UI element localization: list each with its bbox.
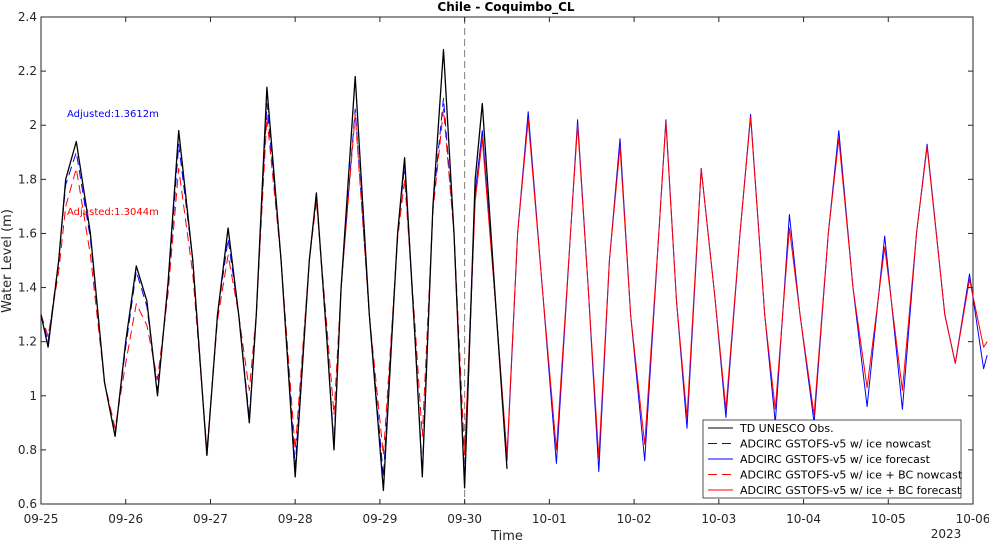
legend-box xyxy=(702,419,962,499)
plot-frame xyxy=(40,16,974,505)
annotation-adjusted-blue: Adjusted:1.3612m xyxy=(67,109,159,120)
legend-label: ADCIRC GSTOFS-v5 w/ ice + BC nowcast xyxy=(740,469,963,482)
y-tick-label: 0.8 xyxy=(18,443,37,457)
x-tick-label: 09-26 xyxy=(108,512,143,526)
annotation-adjusted-red: Adjusted:1.3044m xyxy=(67,207,159,218)
y-tick-label: 1.2 xyxy=(18,335,37,349)
x-tick-label: 09-28 xyxy=(278,512,313,526)
series-layer xyxy=(40,48,988,492)
series-line-1 xyxy=(40,97,466,483)
y-tick-label: 2.4 xyxy=(18,10,37,24)
x-tick-label: 10-06 xyxy=(956,512,989,526)
x-axis: 09-25 09-26 09-27 09-28 09-29 09-30 10-01 10-02… xyxy=(24,17,989,526)
y-tick-label: 0.6 xyxy=(18,497,37,511)
legend: TD UNESCO Obs. ADCIRC GSTOFS-v5 w/ ice no… xyxy=(702,419,963,499)
y-tick-label: 1 xyxy=(29,389,37,403)
legend-label: ADCIRC GSTOFS-v5 w/ ice nowcast xyxy=(740,438,932,451)
chart-title: Chile - Coquimbo_CL xyxy=(437,0,574,15)
series-line-4 xyxy=(464,116,988,459)
year-label: 2023 xyxy=(931,527,962,541)
y-tick-label: 2 xyxy=(29,118,37,132)
x-tick-label: 10-01 xyxy=(532,512,567,526)
y-axis-label: Water Level (m) xyxy=(0,209,15,313)
legend-label: TD UNESCO Obs. xyxy=(739,422,834,435)
x-tick-label: 09-25 xyxy=(24,512,59,526)
y-tick-label: 1.6 xyxy=(18,226,37,240)
x-tick-label: 09-30 xyxy=(447,512,482,526)
x-tick-label: 09-29 xyxy=(362,512,397,526)
x-axis-label: Time xyxy=(490,529,523,541)
x-tick-label: 10-05 xyxy=(871,512,906,526)
x-tick-label: 09-27 xyxy=(193,512,228,526)
series-line-0 xyxy=(40,48,508,492)
y-tick-label: 2.2 xyxy=(18,64,37,78)
legend-label: ADCIRC GSTOFS-v5 w/ ice + BC forecast xyxy=(740,484,962,497)
y-tick-label: 1.8 xyxy=(18,172,37,186)
y-axis: 0.6 0.8 1 1.2 1.4 1.6 1.8 2 2.2 2.4 xyxy=(18,10,973,511)
y-tick-label: 1.4 xyxy=(18,281,37,295)
x-tick-label: 10-04 xyxy=(786,512,821,526)
x-tick-label: 10-02 xyxy=(617,512,652,526)
series-line-3 xyxy=(40,108,466,456)
x-tick-label: 10-03 xyxy=(701,512,736,526)
legend-label: ADCIRC GSTOFS-v5 w/ ice forecast xyxy=(740,453,931,466)
